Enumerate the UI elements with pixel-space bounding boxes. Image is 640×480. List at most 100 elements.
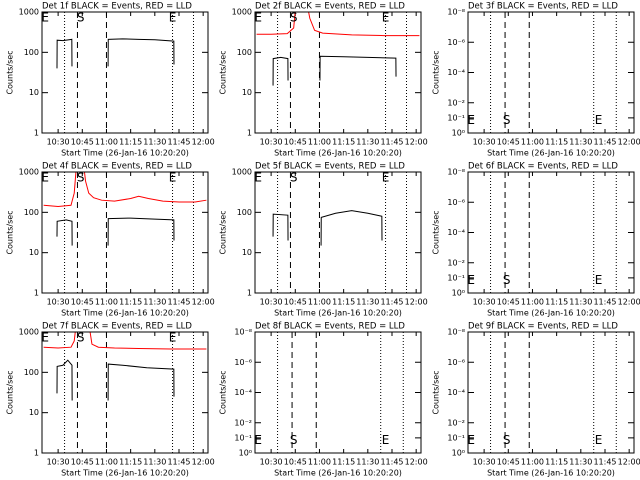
x-tick-label: 11:30 <box>569 458 592 467</box>
x-tick-label: 11:45 <box>167 458 190 467</box>
x-axis-label: Start Time (26-Jan-16 10:20:20) <box>61 469 189 478</box>
x-tick-label: 11:15 <box>332 138 355 147</box>
annotation: E <box>382 171 390 185</box>
y-tick-label: 10⁻⁶ <box>447 358 465 367</box>
series-line <box>272 55 397 86</box>
panel-title: Det 3f BLACK = Events, RED = LLD <box>468 2 618 12</box>
x-tick-label: 10:45 <box>284 458 307 467</box>
panel-title: Det 5f BLACK = Events, RED = LLD <box>255 162 405 172</box>
x-tick-label: 12:00 <box>405 298 428 307</box>
y-tick-label: 1 <box>247 129 252 138</box>
y-tick-label: 10⁻⁸ <box>447 168 465 177</box>
x-tick-label: 11:30 <box>143 298 166 307</box>
y-axis-label: Counts/sec <box>219 50 228 94</box>
series-line <box>272 210 383 246</box>
x-tick-label: 10:45 <box>497 458 520 467</box>
x-tick-label: 10:30 <box>47 458 70 467</box>
y-axis-label: Counts/sec <box>6 210 15 254</box>
y-axis-label: Counts/sec <box>219 210 228 254</box>
y-axis-label: Counts/sec <box>219 370 228 414</box>
x-tick-label: 11:15 <box>119 138 142 147</box>
y-tick-label: 100 <box>24 208 39 217</box>
annotation: S <box>503 433 511 447</box>
y-tick-label: 10⁻⁴ <box>447 68 465 77</box>
x-tick-label: 10:45 <box>497 298 520 307</box>
x-tick-label: 11:15 <box>119 298 142 307</box>
annotation: S <box>503 113 511 127</box>
x-tick-label: 11:45 <box>380 458 403 467</box>
x-tick-label: 11:30 <box>143 138 166 147</box>
annotation: E <box>254 433 262 447</box>
x-tick-label: 11:00 <box>521 458 544 467</box>
annotation: E <box>41 11 49 25</box>
x-tick-label: 11:45 <box>167 298 190 307</box>
y-axis-label: Counts/sec <box>6 50 15 94</box>
annotation: E <box>254 171 262 185</box>
y-tick-label: 10⁻² <box>447 258 465 267</box>
y-tick-label: 1000 <box>232 8 252 17</box>
x-tick-label: 11:30 <box>569 138 592 147</box>
annotation: S <box>290 171 298 185</box>
annotation: E <box>595 113 603 127</box>
x-tick-label: 11:30 <box>569 298 592 307</box>
y-tick-label: 10⁻² <box>447 98 465 107</box>
x-tick-label: 10:45 <box>284 138 307 147</box>
y-tick-label: 10⁻⁸ <box>234 328 252 337</box>
series-line <box>56 217 175 246</box>
plot-frame <box>467 331 635 454</box>
plot-frame <box>41 171 209 294</box>
x-tick-label: 10:30 <box>260 138 283 147</box>
x-axis-label: Start Time (26-Jan-16 10:20:20) <box>274 149 402 158</box>
x-tick-label: 10:30 <box>473 138 496 147</box>
y-axis-label: Counts/sec <box>6 370 15 414</box>
annotation: E <box>41 171 49 185</box>
x-axis-label: Start Time (26-Jan-16 10:20:20) <box>487 309 615 318</box>
annotation: E <box>467 113 475 127</box>
x-tick-label: 12:00 <box>618 138 640 147</box>
plot-frame <box>467 171 635 294</box>
annotation: S <box>77 171 85 185</box>
panel-title: Det 6f BLACK = Events, RED = LLD <box>468 162 618 172</box>
y-tick-label: 10⁻⁴ <box>447 228 465 237</box>
y-tick-label: 10⁻² <box>447 418 465 427</box>
x-tick-label: 11:15 <box>545 298 568 307</box>
y-tick-label: 10⁻² <box>234 418 252 427</box>
x-tick-label: 11:15 <box>332 458 355 467</box>
annotation: E <box>41 331 49 345</box>
y-tick-label: 10⁻⁶ <box>234 358 252 367</box>
annotation: E <box>254 11 262 25</box>
x-tick-label: 10:30 <box>473 298 496 307</box>
x-tick-label: 10:30 <box>473 458 496 467</box>
y-tick-label: 10⁻¹ <box>447 113 465 122</box>
series-line <box>56 359 175 401</box>
x-tick-label: 11:45 <box>380 138 403 147</box>
plot-frame <box>254 171 422 294</box>
x-tick-label: 12:00 <box>405 138 428 147</box>
x-tick-label: 11:15 <box>332 298 355 307</box>
y-tick-label: 10⁻⁸ <box>447 328 465 337</box>
y-tick-label: 10 <box>29 88 39 97</box>
y-tick-label: 100 <box>237 208 252 217</box>
x-axis-label: Start Time (26-Jan-16 10:20:20) <box>61 149 189 158</box>
annotation: E <box>169 11 177 25</box>
x-axis-label: Start Time (26-Jan-16 10:20:20) <box>274 309 402 318</box>
y-tick-label: 10⁰ <box>452 289 465 298</box>
panel-title: Det 7f BLACK = Events, RED = LLD <box>42 322 192 332</box>
panel-title: Det 2f BLACK = Events, RED = LLD <box>255 2 405 12</box>
y-tick-label: 10⁻⁴ <box>447 388 465 397</box>
y-tick-label: 1000 <box>19 328 39 337</box>
y-tick-label: 10 <box>242 248 252 257</box>
y-tick-label: 10⁻⁶ <box>447 38 465 47</box>
y-tick-label: 10 <box>29 408 39 417</box>
y-tick-label: 10⁻⁶ <box>447 198 465 207</box>
x-tick-label: 11:00 <box>308 298 331 307</box>
x-tick-label: 11:00 <box>95 138 118 147</box>
x-tick-label: 11:00 <box>308 458 331 467</box>
series-line <box>43 332 207 350</box>
y-tick-label: 1 <box>34 129 39 138</box>
x-tick-label: 11:15 <box>119 458 142 467</box>
annotation: E <box>169 171 177 185</box>
y-tick-label: 10 <box>29 248 39 257</box>
annotation: E <box>467 433 475 447</box>
